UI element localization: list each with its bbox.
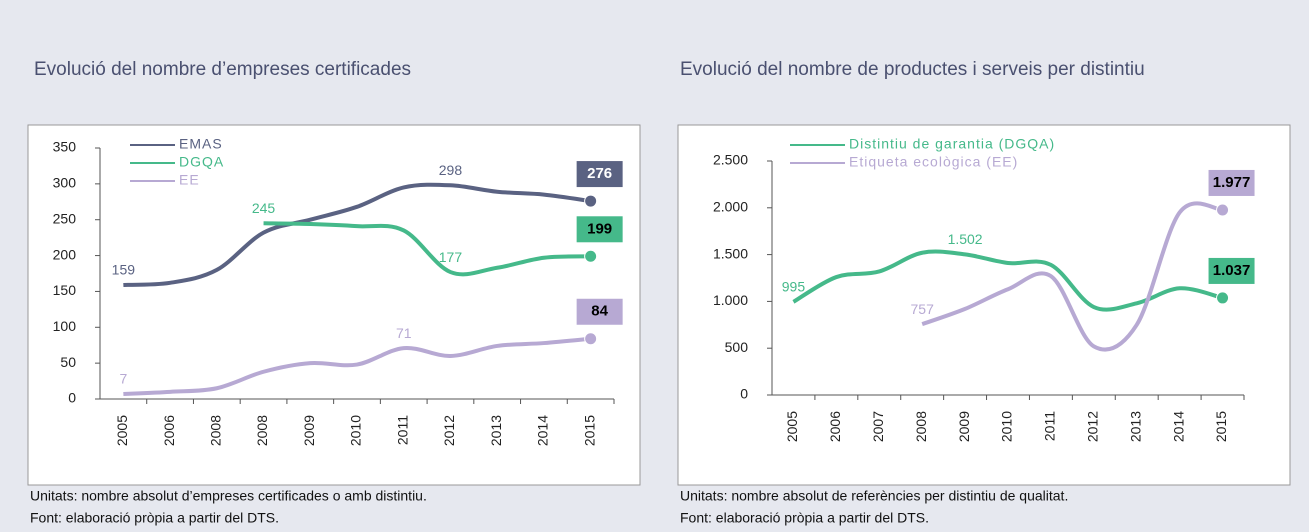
x-tick-label: 2012 bbox=[441, 415, 457, 446]
value-label: 71 bbox=[396, 325, 412, 341]
note: Unitats: nombre absolut d’empreses certi… bbox=[30, 488, 427, 504]
x-tick-label: 2006 bbox=[161, 415, 177, 446]
x-tick-label: 2012 bbox=[1085, 411, 1101, 442]
end-marker bbox=[1216, 291, 1230, 305]
x-tick-label: 2014 bbox=[1170, 411, 1186, 442]
y-tick-label: 0 bbox=[740, 386, 748, 402]
value-label: 1.977 bbox=[1213, 174, 1251, 191]
y-tick-label: 50 bbox=[60, 354, 76, 370]
end-marker bbox=[584, 332, 598, 346]
end-marker bbox=[1216, 203, 1230, 217]
note: Font: elaboració pròpia a partir del DTS… bbox=[680, 510, 929, 526]
value-label: 995 bbox=[782, 279, 806, 295]
x-tick-label: 2009 bbox=[301, 415, 317, 446]
x-tick-label: 2007 bbox=[870, 411, 886, 442]
value-label: 7 bbox=[119, 371, 127, 387]
y-tick-label: 350 bbox=[53, 139, 77, 155]
end-marker bbox=[584, 194, 598, 208]
value-label: 757 bbox=[911, 301, 935, 317]
value-label: 84 bbox=[591, 303, 608, 320]
x-tick-label: 2013 bbox=[1127, 411, 1143, 442]
x-tick-label: 2008 bbox=[913, 411, 929, 442]
value-label: 298 bbox=[439, 162, 463, 178]
x-tick-label: 2014 bbox=[535, 415, 551, 446]
legend-label: EMAS bbox=[179, 136, 223, 152]
legend-label: DGQA bbox=[179, 154, 224, 170]
x-tick-label: 2008 bbox=[254, 415, 270, 446]
chart-title: Evolució del nombre de productes i serve… bbox=[680, 59, 1145, 80]
x-tick-label: 2005 bbox=[784, 411, 800, 442]
series-line bbox=[123, 336, 591, 396]
legend-label: EE bbox=[179, 172, 200, 188]
value-label-box bbox=[576, 298, 623, 325]
y-tick-label: 2.000 bbox=[713, 199, 748, 215]
value-label-box bbox=[1208, 257, 1255, 284]
value-label: 159 bbox=[112, 262, 136, 278]
series-line bbox=[921, 201, 1223, 352]
x-tick-label: 2011 bbox=[1042, 411, 1058, 441]
note: Unitats: nombre absolut de referències p… bbox=[680, 488, 1068, 504]
value-label-box bbox=[576, 216, 623, 243]
x-tick-label: 2008 bbox=[208, 415, 224, 446]
legend-label: Etiqueta ecològica (EE) bbox=[849, 154, 1018, 170]
y-tick-label: 200 bbox=[53, 246, 77, 262]
x-tick-label: 2010 bbox=[348, 415, 364, 446]
x-tick-label: 2013 bbox=[488, 415, 504, 446]
legend-label: Distintiu de garantia (DGQA) bbox=[849, 136, 1055, 152]
x-tick-label: 2015 bbox=[581, 415, 597, 446]
value-label: 199 bbox=[587, 220, 612, 237]
y-tick-label: 500 bbox=[725, 339, 749, 355]
note: Font: elaboració pròpia a partir del DTS… bbox=[30, 510, 279, 526]
panel bbox=[27, 124, 641, 486]
value-label: 1.502 bbox=[948, 231, 983, 247]
x-tick-label: 2015 bbox=[1213, 411, 1229, 442]
y-tick-label: 100 bbox=[53, 318, 77, 334]
y-tick-label: 150 bbox=[53, 282, 77, 298]
series-line bbox=[123, 182, 591, 287]
x-tick-label: 2010 bbox=[999, 411, 1015, 442]
series-line bbox=[263, 221, 591, 277]
y-tick-label: 250 bbox=[53, 210, 77, 226]
y-tick-label: 300 bbox=[53, 175, 77, 191]
x-tick-label: 2005 bbox=[114, 415, 130, 446]
end-marker bbox=[584, 249, 598, 263]
panel bbox=[677, 124, 1291, 486]
x-tick-label: 2009 bbox=[956, 411, 972, 442]
y-tick-label: 1.000 bbox=[713, 292, 748, 308]
x-tick-label: 2011 bbox=[394, 415, 410, 445]
y-tick-label: 2.500 bbox=[713, 152, 748, 168]
x-tick-label: 2006 bbox=[827, 411, 843, 442]
value-label: 276 bbox=[587, 165, 612, 182]
value-label-box bbox=[576, 161, 623, 188]
y-tick-label: 1.500 bbox=[713, 245, 748, 261]
value-label: 177 bbox=[439, 249, 463, 265]
value-label: 245 bbox=[252, 200, 276, 216]
y-tick-label: 0 bbox=[68, 390, 76, 406]
value-label: 1.037 bbox=[1213, 262, 1251, 279]
chart-title: Evolució del nombre d’empreses certifica… bbox=[34, 59, 411, 80]
value-label-box bbox=[1208, 169, 1255, 196]
